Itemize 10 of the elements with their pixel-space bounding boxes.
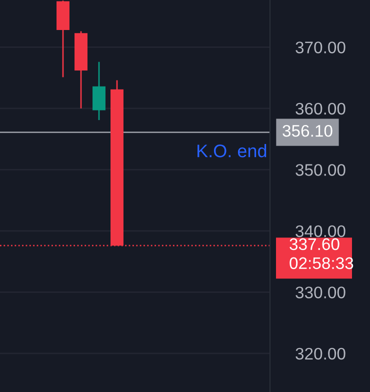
candlestick	[92, 61, 106, 121]
y-tick-label: 330.00	[296, 286, 346, 298]
y-tick-label: 370.00	[296, 42, 346, 54]
ref-line-label: 337.60	[290, 238, 340, 250]
annotation: K.O. end	[198, 144, 266, 158]
ref-line-label: 356.10	[282, 124, 332, 137]
y-tick-label: 360.00	[296, 102, 346, 115]
y-tick-label: 350.00	[296, 164, 346, 176]
y-tick-label: 340.00	[296, 225, 346, 238]
y-tick-label: 320.00	[296, 348, 346, 360]
